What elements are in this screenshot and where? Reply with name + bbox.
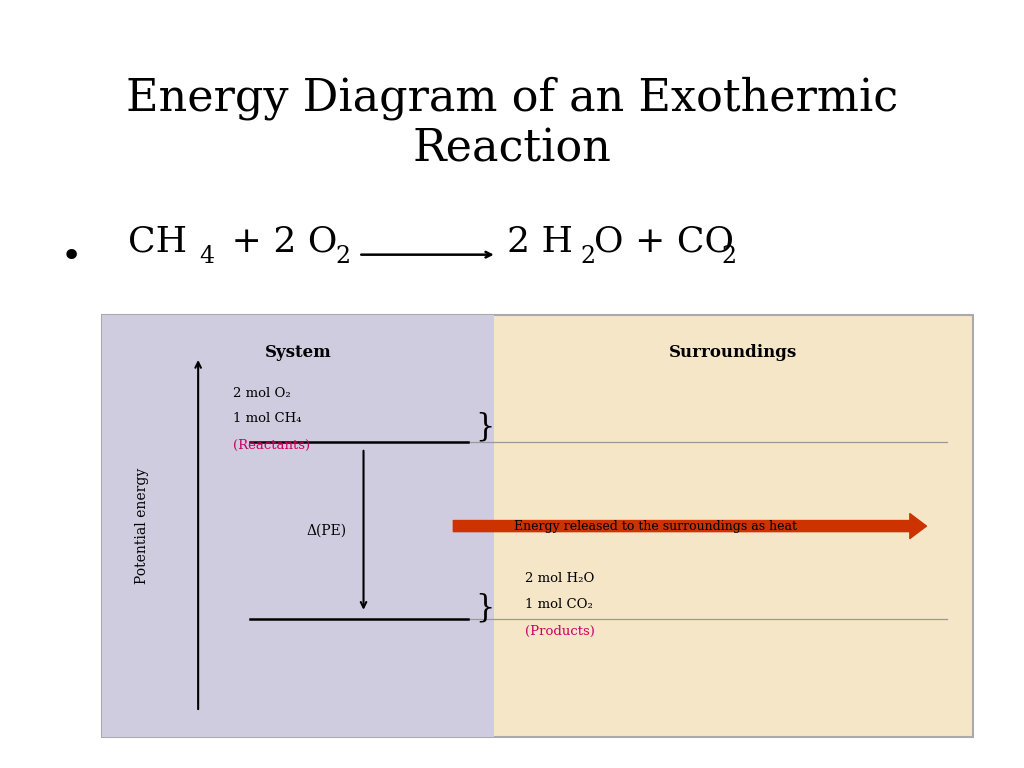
FancyArrowPatch shape: [454, 514, 927, 538]
Text: }: }: [475, 412, 495, 442]
Text: Energy released to the surroundings as heat: Energy released to the surroundings as h…: [514, 520, 797, 532]
Text: (Reactants): (Reactants): [233, 439, 310, 452]
Text: 2: 2: [722, 245, 737, 268]
Text: 4: 4: [200, 245, 215, 268]
Text: (Products): (Products): [524, 625, 594, 638]
Text: 2: 2: [581, 245, 596, 268]
Text: Δ(PE): Δ(PE): [306, 523, 346, 538]
Text: }: }: [475, 593, 495, 624]
Text: 1 mol CH₄: 1 mol CH₄: [233, 412, 301, 425]
Bar: [102, 315, 495, 737]
Text: CH: CH: [128, 225, 187, 259]
Text: 2 mol O₂: 2 mol O₂: [233, 386, 291, 399]
Text: 2 H: 2 H: [507, 225, 572, 259]
Text: Energy Diagram of an Exothermic
Reaction: Energy Diagram of an Exothermic Reaction: [126, 77, 898, 170]
Text: 1 mol CO₂: 1 mol CO₂: [524, 598, 593, 611]
Text: •: •: [61, 240, 82, 273]
Text: 2 mol H₂O: 2 mol H₂O: [524, 572, 594, 585]
Text: System: System: [265, 344, 332, 362]
Text: 2: 2: [336, 245, 351, 268]
Text: Surroundings: Surroundings: [670, 344, 798, 362]
Text: O + CO: O + CO: [594, 225, 734, 259]
Text: Potential energy: Potential energy: [134, 468, 148, 584]
Text: + 2 O: + 2 O: [220, 225, 338, 259]
